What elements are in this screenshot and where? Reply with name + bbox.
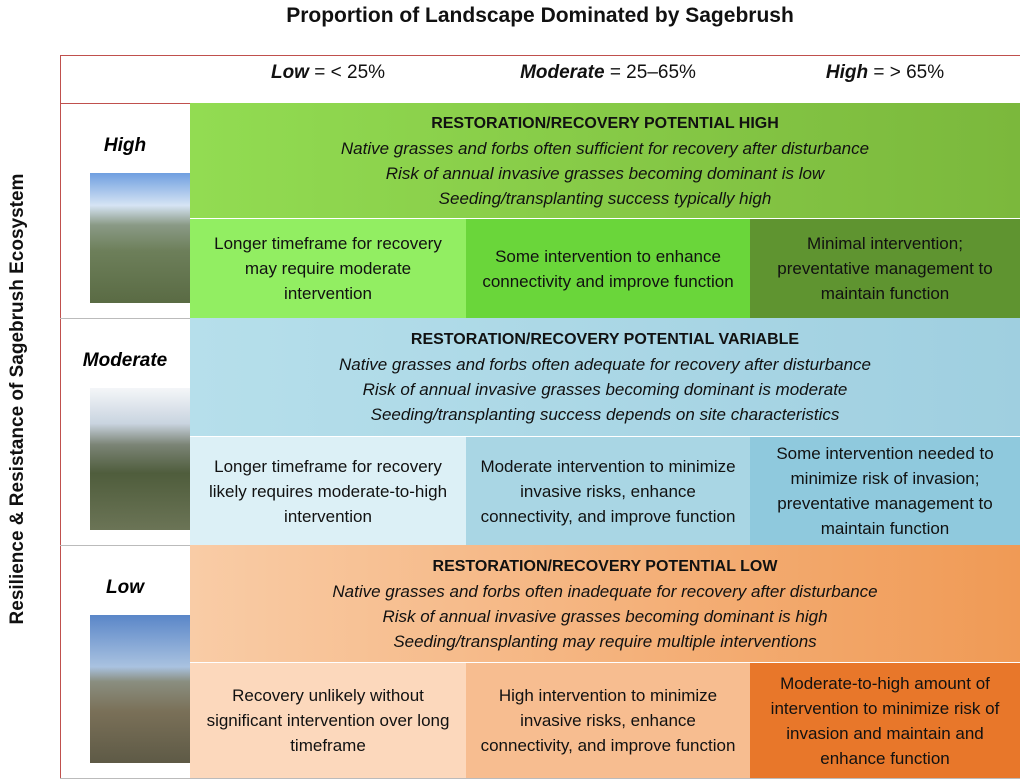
column-level: Low: [270, 62, 309, 83]
band-line: Seeding/transplanting success depends on…: [370, 405, 840, 424]
cell: Longer timeframe for recovery may requir…: [190, 218, 466, 318]
row-label: Low: [106, 577, 144, 598]
band-heading: RESTORATION/RECOVERY POTENTIAL VARIABLE: [410, 331, 800, 348]
landscape-photo: [90, 388, 190, 530]
row-label: Moderate: [82, 350, 168, 371]
border: [60, 778, 1020, 779]
band-line: Risk of annual invasive grasses becoming…: [362, 380, 848, 399]
band-heading: RESTORATION/RECOVERY POTENTIAL HIGH: [431, 114, 779, 132]
border: [60, 55, 61, 778]
band-line: Risk of annual invasive grasses becoming…: [382, 606, 828, 626]
column-header: Low = < 25%: [190, 62, 466, 84]
band-heading: RESTORATION/RECOVERY POTENTIAL LOW: [432, 557, 778, 575]
band: RESTORATION/RECOVERY POTENTIAL HIGH Nativ…: [190, 103, 1020, 218]
band-line: Native grasses and forbs often inadequat…: [332, 581, 878, 601]
landscape-photo: [90, 173, 190, 303]
cell: Some intervention to enhance connectivit…: [466, 218, 750, 318]
cell: Moderate intervention to minimize invasi…: [466, 436, 750, 545]
band-line: Seeding/transplanting may require multip…: [393, 631, 817, 651]
landscape-photo: [90, 615, 190, 763]
cell: Some intervention needed to minimize ris…: [750, 436, 1020, 545]
band-line: Native grasses and forbs often sufficien…: [340, 138, 870, 158]
band-line: Native grasses and forbs often adequate …: [338, 355, 872, 374]
column-header: High = > 65%: [750, 62, 1020, 84]
cell: Moderate-to-high amount of intervention …: [750, 662, 1020, 778]
column-level: Moderate: [520, 62, 605, 83]
cell: High intervention to minimize invasive r…: [466, 662, 750, 778]
border: [60, 55, 1020, 56]
band-line: Seeding/transplanting success typically …: [438, 188, 772, 208]
row-label: High: [103, 135, 147, 156]
title: Proportion of Landscape Dominated by Sag…: [286, 4, 794, 27]
cell: Minimal intervention; preventative manag…: [750, 218, 1020, 318]
band: RESTORATION/RECOVERY POTENTIAL LOW Native…: [190, 545, 1020, 662]
column-level: High: [825, 62, 869, 83]
column-range: = < 25%: [314, 62, 386, 83]
band: RESTORATION/RECOVERY POTENTIAL VARIABLE N…: [190, 318, 1020, 436]
column-range: = 25–65%: [609, 62, 696, 83]
side-label: Resilience & Resistance of Sagebrush Eco…: [7, 173, 28, 625]
cell: Longer timeframe for recovery likely req…: [190, 436, 466, 545]
column-range: = > 65%: [873, 62, 945, 83]
column-header: Moderate = 25–65%: [466, 62, 750, 84]
cell: Recovery unlikely without significant in…: [190, 662, 466, 778]
band-line: Risk of annual invasive grasses becoming…: [385, 163, 825, 183]
